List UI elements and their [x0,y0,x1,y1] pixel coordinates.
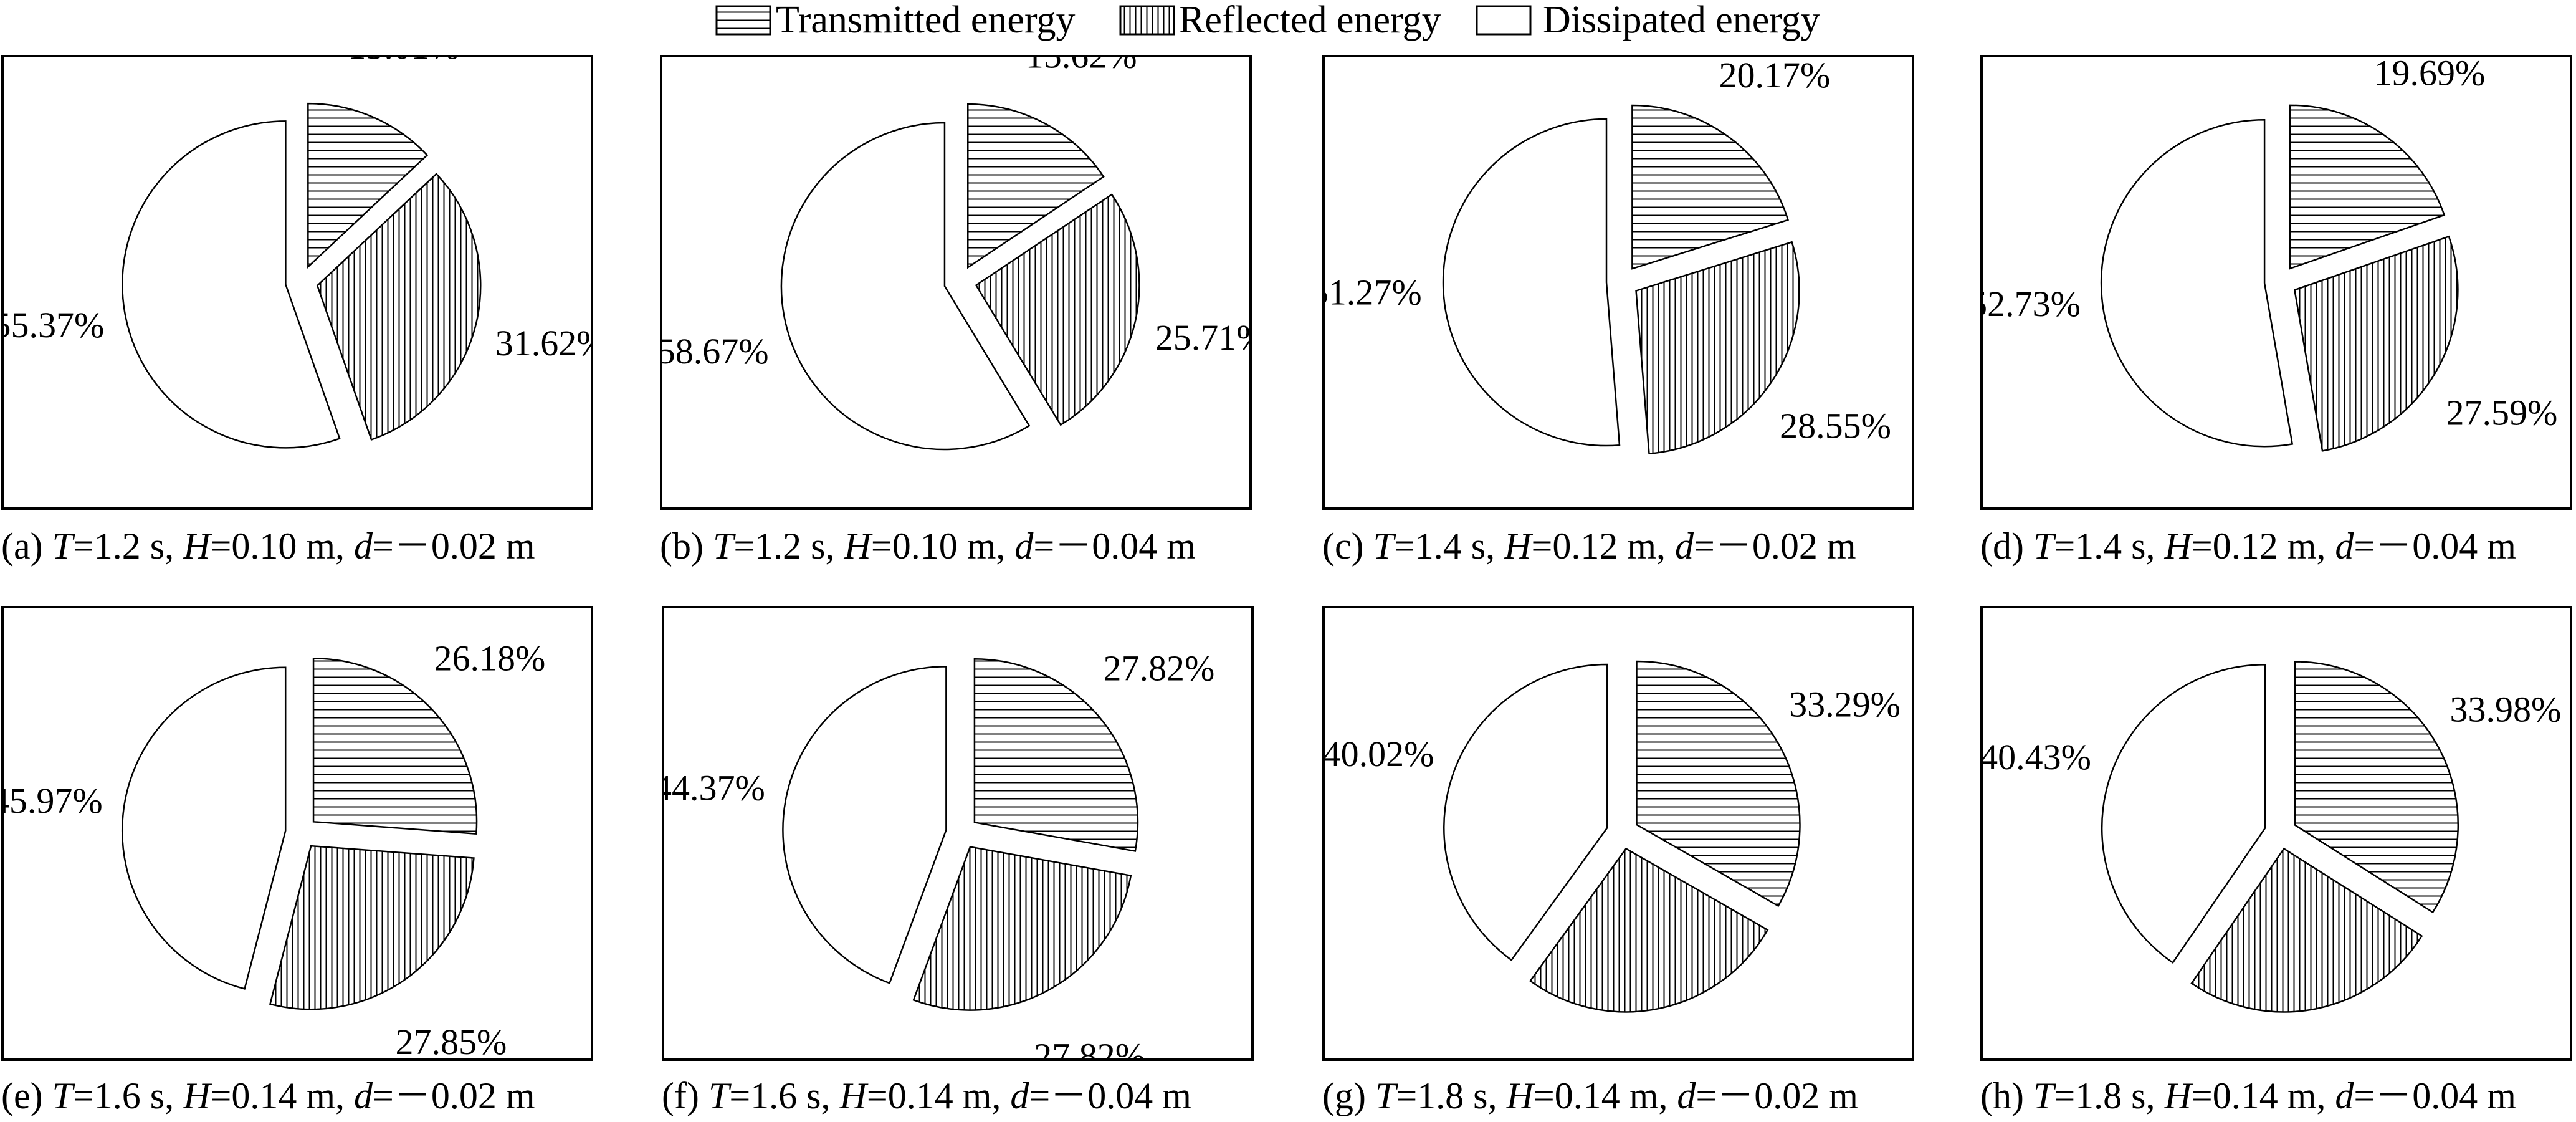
pie-chart-a: 13.01% 31.62% 55.37% [4,57,591,449]
pie-slice-reflected-e [269,845,475,1010]
pie-slice-reflected-h [2190,847,2423,1013]
caption-b: (b) T=1.2 s, H=0.10 m, d=－0.04 m [660,525,1196,567]
slice-label-reflected-a: 31.62% [495,323,591,363]
slice-label-transmitted-d: 19.69% [2373,57,2485,93]
slice-label-dissipated-b: 58.67% [662,331,769,372]
caption-h: (h) T=1.8 s, H=0.14 m, d=－0.04 m [1980,1075,2516,1116]
caption-g: (g) T=1.8 s, H=0.14 m, d=－0.02 m [1322,1075,1858,1116]
slice-label-transmitted-h: 33.98% [2450,689,2561,729]
pie-panel-g: 33.29%26.68%40.02% [1322,606,1914,1061]
legend-swatch-reflected [1119,5,1175,36]
slice-label-dissipated-f: 44.37% [664,767,765,808]
pie-slice-transmitted-c [1631,104,1790,270]
slice-label-transmitted-a: 13.01% [348,57,459,67]
slice-label-reflected-e: 27.85% [396,1022,507,1058]
pie-chart-g: 33.29%26.68%40.02% [1325,660,1901,1013]
legend-label-dissipated: Dissipated energy [1543,0,1820,41]
pie-chart-c: 20.17% 28.55% 51.27% [1325,57,1891,455]
slice-label-dissipated-a: 55.37% [4,305,104,345]
pie-chart-e: 26.18% 27.85% 45.97% [4,638,546,1058]
pie-slice-reflected-g [1529,847,1769,1013]
pie-slice-transmitted-h [2294,661,2459,914]
slice-label-dissipated-h: 40.43% [1983,737,2091,777]
pie-slice-dissipated-e [121,666,287,990]
pie-slice-transmitted-g [1636,660,1801,908]
slice-label-dissipated-d: 52.73% [1983,284,2081,324]
pie-chart-f: 27.82% 27.82% 44.37% [664,648,1215,1058]
slice-label-transmitted-c: 20.17% [1719,57,1831,95]
pie-slice-dissipated-a [122,120,341,449]
pie-slice-dissipated-c [1442,118,1621,447]
pie-slice-dissipated-h [2101,664,2266,964]
slice-label-reflected-d: 27.59% [2446,392,2557,433]
pie-slice-transmitted-d [2289,104,2446,270]
caption-c: (c) T=1.4 s, H=0.12 m, d=－0.02 m [1322,525,1856,567]
slice-label-dissipated-c: 51.27% [1325,272,1422,313]
pie-slice-reflected-b [975,193,1140,426]
pie-slice-dissipated-f [782,666,947,984]
pie-slice-reflected-f [912,846,1132,1011]
legend: Transmitted energy Reflected energy Diss… [715,0,1820,41]
pie-slice-transmitted-b [967,103,1105,269]
caption-d: (d) T=1.4 s, H=0.12 m, d=－0.04 m [1980,525,2516,567]
pie-slice-reflected-a [316,173,482,441]
pie-chart-d: 19.69% 27.59% 52.73% [1983,57,2557,452]
caption-f: (f) T=1.6 s, H=0.14 m, d=－0.04 m [662,1075,1191,1116]
pie-panel-a: 13.01% 31.62% 55.37% [1,55,593,510]
caption-e: (e) T=1.6 s, H=0.14 m, d=－0.02 m [1,1075,535,1116]
pie-panel-h: 33.98%25.59%40.43% [1980,606,2572,1061]
slice-label-reflected-f: 27.82% [1034,1036,1145,1058]
legend-label-reflected: Reflected energy [1179,0,1441,41]
legend-item-transmitted: Transmitted energy [715,0,1075,41]
pie-panel-f: 27.82% 27.82% 44.37% [662,606,1254,1061]
pie-slice-dissipated-g [1443,663,1608,961]
slice-label-reflected-c: 28.55% [1780,405,1891,446]
slice-label-transmitted-b: 15.62% [1026,57,1137,76]
pie-slice-dissipated-d [2100,118,2294,448]
pie-slice-transmitted-f [973,658,1139,852]
legend-item-dissipated: Dissipated energy [1476,0,1820,41]
slice-label-dissipated-g: 40.02% [1325,734,1434,774]
slice-label-transmitted-e: 26.18% [434,638,546,679]
pie-panel-b: 15.62% 25.71% 58.67% [660,55,1252,510]
slice-label-transmitted-f: 27.82% [1104,648,1215,689]
pie-panel-d: 19.69% 27.59% 52.73% [1980,55,2572,510]
slice-label-transmitted-g: 33.29% [1789,684,1901,725]
legend-item-reflected: Reflected energy [1119,0,1441,41]
caption-a: (a) T=1.2 s, H=0.10 m, d=－0.02 m [1,525,535,567]
pie-slice-reflected-c [1635,241,1800,455]
pie-slice-dissipated-b [780,122,1031,451]
legend-label-transmitted: Transmitted energy [776,0,1075,41]
legend-swatch-transmitted [715,5,771,36]
slice-label-dissipated-e: 45.97% [4,780,103,821]
pie-slice-transmitted-e [312,658,478,835]
legend-swatch-dissipated [1476,5,1532,36]
pie-panel-e: 26.18% 27.85% 45.97% [1,606,593,1061]
pie-slice-reflected-d [2293,235,2459,452]
pie-chart-h: 33.98%25.59%40.43% [1983,661,2561,1013]
pie-slice-transmitted-a [307,102,429,269]
pie-chart-b: 15.62% 25.71% 58.67% [662,57,1249,451]
slice-label-reflected-b: 25.71% [1155,317,1249,358]
pie-panel-c: 20.17% 28.55% 51.27% [1322,55,1914,510]
